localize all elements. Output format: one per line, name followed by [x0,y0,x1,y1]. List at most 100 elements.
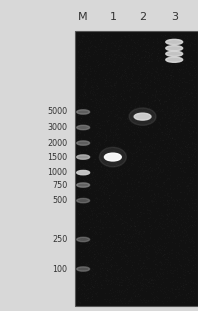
Point [128,132,131,137]
Point [126,234,129,239]
Point [133,224,137,229]
Point [86,287,89,292]
Point [85,34,88,39]
Point [106,96,109,101]
Point [171,229,174,234]
Point [154,117,158,122]
Point [171,271,174,276]
Point [127,298,130,303]
Point [162,279,165,284]
Point [140,247,143,252]
Point [165,256,168,261]
Point [155,209,158,214]
Point [83,119,86,124]
Point [134,99,137,104]
Point [170,228,173,233]
Point [116,217,119,222]
Point [134,120,138,125]
Point [110,86,113,91]
Point [78,276,81,281]
Point [125,259,128,264]
Point [96,47,100,52]
Point [187,107,190,112]
Point [146,277,149,282]
Point [84,157,87,162]
Point [112,208,115,213]
Point [110,40,113,45]
Point [151,203,155,208]
Point [96,294,99,299]
Point [130,46,133,51]
Point [157,248,160,253]
Point [140,72,143,77]
Point [89,238,92,243]
Point [84,204,87,209]
Point [148,212,151,217]
Point [136,76,139,81]
Point [172,157,175,162]
Point [107,196,110,201]
Point [101,220,104,225]
Point [148,280,151,285]
Point [80,216,84,221]
Point [184,39,187,44]
Point [128,279,131,284]
Point [83,93,87,98]
Point [181,61,184,66]
Point [191,63,194,68]
Point [129,151,132,156]
Point [129,81,132,86]
Point [184,229,188,234]
Point [122,67,125,72]
Point [191,93,194,98]
Point [184,279,187,284]
Point [152,300,155,305]
Point [164,149,167,154]
Point [177,262,180,267]
Point [161,34,164,39]
Point [166,125,169,130]
Point [139,226,142,231]
Point [152,75,156,80]
Point [155,295,158,300]
Point [143,248,146,253]
Point [190,175,194,180]
Point [114,44,117,49]
Point [150,193,153,198]
Point [120,246,123,251]
Point [139,116,142,121]
Point [108,270,111,275]
Point [127,186,130,191]
Point [86,201,89,206]
Point [124,69,127,74]
Point [123,238,126,243]
Point [118,232,121,237]
Point [161,169,164,174]
Point [179,266,182,271]
Point [143,91,146,96]
Point [164,172,167,177]
Point [84,105,87,110]
Point [174,217,177,222]
Point [133,223,136,228]
Point [161,270,164,275]
Point [144,277,147,282]
Point [101,151,104,156]
Point [191,105,195,110]
Point [188,132,192,137]
Point [159,184,162,189]
Point [117,266,120,271]
Point [112,159,115,164]
Point [170,195,173,200]
Point [149,174,153,179]
Point [101,199,104,204]
Point [182,159,185,164]
Point [157,88,160,93]
Point [91,293,94,298]
Point [180,117,184,122]
Point [89,286,92,291]
Point [123,288,126,293]
Point [95,243,98,248]
Point [153,193,156,197]
Point [125,254,128,259]
